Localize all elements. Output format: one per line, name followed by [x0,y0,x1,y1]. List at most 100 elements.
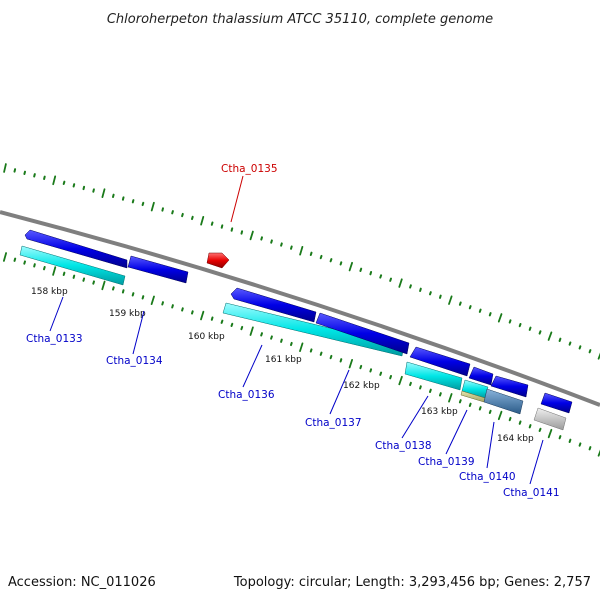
outer-minor-tick [528,326,532,331]
gene-ctha-0141-forward[interactable] [540,392,573,414]
gene-label-ctha-0136[interactable]: Ctha_0136 [218,389,275,401]
gene-ctha-0138-forward[interactable] [409,346,471,377]
leader-ctha-0135 [230,175,244,223]
leader-ctha-0139 [445,409,468,455]
outer-minor-tick [478,308,482,313]
gene-ctha-0139-forward[interactable] [468,366,494,386]
gene-ctha-0133-feature[interactable] [19,245,126,286]
outer-minor-tick [181,212,184,218]
inner-major-tick [398,375,403,386]
gene-ctha-0140-feature[interactable] [483,388,524,415]
inner-minor-tick [439,392,442,397]
inner-minor-tick [329,354,333,360]
inner-minor-tick [379,371,383,376]
inner-minor-tick [13,257,17,262]
outer-minor-tick [270,239,273,244]
inner-minor-tick [131,292,135,297]
gene-ctha-0133-forward[interactable] [24,229,128,269]
inner-major-tick [597,449,600,457]
inner-major-tick [200,310,205,321]
gene-ctha-0135-reverse[interactable] [206,252,230,269]
gene-label-ctha-0140[interactable]: Ctha_0140 [459,471,516,483]
label-leaders [49,175,544,485]
gene-label-ctha-0138[interactable]: Ctha_0138 [375,440,432,452]
gene-labels: Ctha_0135 Ctha_0133 Ctha_0134 Ctha_0136 … [26,163,560,499]
inner-minor-tick [280,338,283,343]
gene-ctha-0140-forward[interactable] [490,375,529,398]
outer-major-tick [448,295,453,305]
outer-major-tick [497,313,503,323]
inner-minor-tick [171,304,174,309]
inner-minor-tick [518,420,522,425]
gene-label-ctha-0133[interactable]: Ctha_0133 [26,333,83,345]
inner-minor-tick [588,446,592,451]
gene-label-ctha-0134[interactable]: Ctha_0134 [106,355,163,367]
inner-minor-tick [558,435,562,440]
gene-label-ctha-0135[interactable]: Ctha_0135 [221,163,278,175]
inner-minor-tick [23,260,26,265]
inner-minor-tick [359,364,363,370]
outer-minor-tick [468,305,472,310]
inner-minor-tick [309,348,313,353]
leader-ctha-0140 [486,421,495,469]
leader-ctha-0134 [132,310,145,355]
gene-ctha-0137-forward[interactable] [315,312,410,355]
outer-minor-tick [82,185,86,191]
inner-major-tick [448,393,453,403]
outer-minor-tick [141,201,145,207]
kbp-label-159: 159 kbp [109,309,146,319]
inner-minor-tick [141,295,145,300]
outer-minor-tick [171,210,174,215]
leader-ctha-0141 [529,439,544,485]
inner-major-tick [150,295,155,306]
gene-label-ctha-0141[interactable]: Ctha_0141 [503,487,560,499]
inner-minor-tick [369,368,373,373]
inner-major-tick [249,326,254,336]
inner-minor-tick [478,406,482,411]
inner-major-tick [299,342,304,353]
inner-minor-tick [389,375,392,380]
inner-minor-tick [429,388,432,393]
inner-major-tick [348,358,354,369]
inner-minor-tick [468,402,472,407]
gene-label-ctha-0139[interactable]: Ctha_0139 [418,456,475,468]
leader-ctha-0133 [49,296,64,332]
outer-minor-tick [220,224,224,229]
gene-ctha-0136-feature[interactable] [222,302,405,357]
inner-major-tick [547,428,553,439]
gene-ctha-0138-feature[interactable] [404,361,463,391]
inner-minor-tick [319,351,323,356]
gene-ctha-0136-forward[interactable] [230,287,317,323]
kbp-label-162: 162 kbp [343,381,380,391]
genome-summary-text: Topology: circular; Length: 3,293,456 bp… [233,575,591,590]
kbp-labels: 158 kbp 159 kbp 160 kbp 161 kbp 162 kbp … [31,287,534,444]
outer-minor-tick [62,180,66,185]
inner-minor-tick [458,399,462,404]
outer-major-tick [398,278,403,288]
outer-minor-tick [161,207,164,212]
outer-minor-tick [359,267,363,272]
kbp-label-163: 163 kbp [421,407,458,417]
inner-minor-tick [538,427,542,432]
outer-minor-tick [309,251,313,256]
inner-major-tick [3,252,7,262]
gene-ctha-0141-feature[interactable] [533,407,567,431]
outer-major-tick [150,201,155,212]
outer-minor-tick [578,345,582,350]
inner-minor-tick [409,381,412,387]
inner-minor-tick [230,322,234,327]
leader-ctha-0138 [401,395,429,439]
outer-minor-tick [191,215,194,221]
outer-minor-tick [458,301,462,306]
gene-label-ctha-0137[interactable]: Ctha_0137 [305,417,362,429]
inner-minor-tick [270,335,273,340]
leader-ctha-0136 [242,344,263,388]
outer-major-tick [299,245,304,256]
inner-minor-tick [62,271,66,276]
outer-minor-tick [588,349,592,354]
gene-ctha-0134-forward[interactable] [127,255,189,284]
inner-minor-tick [488,409,492,414]
outer-minor-tick [230,227,234,232]
outer-minor-tick [43,175,46,180]
outer-minor-tick [260,236,263,241]
